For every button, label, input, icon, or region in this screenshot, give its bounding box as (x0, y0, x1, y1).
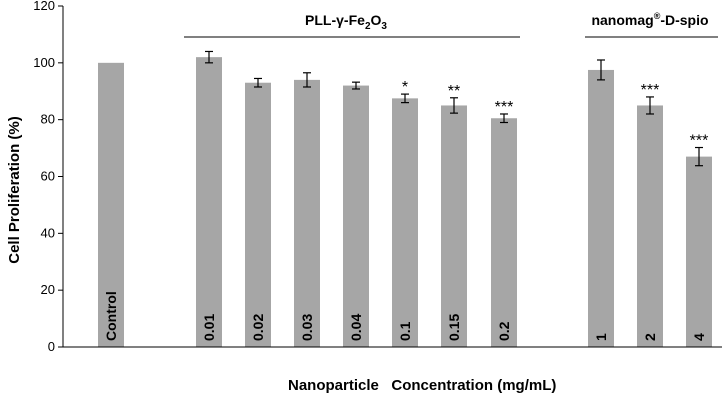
bar-labels: Control 0.01 0.02 0.03 0.04 0.1 0.15 0.2 1 2 4 (103, 291, 707, 341)
y-tick-label: 100 (33, 55, 55, 70)
bar-category-label: 0.04 (348, 314, 364, 341)
bar-category-label: 0.03 (299, 314, 315, 341)
y-tick-label: 20 (41, 282, 55, 297)
bar (196, 57, 222, 348)
y-tick-label: 40 (41, 225, 55, 240)
bar (98, 62, 124, 347)
significance-marker: * (402, 79, 408, 96)
group-brackets: PLL-γ-Fe2O3 nanomag®-D-spio (184, 11, 718, 38)
y-tick-label: 60 (41, 169, 55, 184)
bar-category-label: 2 (642, 333, 658, 341)
y-tick-label: 80 (41, 112, 55, 127)
significance-markers: * *********** (402, 79, 708, 149)
bar-category-label: 1 (593, 333, 609, 341)
bar-category-label: 0.15 (446, 314, 462, 341)
error-bars (205, 50, 703, 167)
bar-category-label: 0.02 (250, 314, 266, 341)
y-axis-title: Cell Proliferation (%) (6, 116, 23, 264)
bar (392, 98, 418, 348)
bar (637, 105, 663, 347)
y-tick-label: 120 (33, 0, 55, 13)
bar (588, 69, 614, 347)
x-axis-title: Nanoparticle Concentration (mg/mL) (288, 377, 556, 394)
bars (98, 57, 712, 348)
bar (343, 85, 369, 348)
significance-marker: ** (448, 83, 460, 100)
significance-marker: *** (641, 82, 660, 99)
bar (441, 105, 467, 347)
group-title-pll: PLL-γ-Fe2O3 (305, 12, 387, 32)
significance-marker: *** (495, 99, 514, 116)
bar (686, 156, 712, 347)
significance-marker: *** (690, 133, 709, 150)
bar-category-label: 0.1 (397, 321, 413, 341)
group-title-nanomag: nanomag®-D-spio (591, 11, 708, 28)
bar-category-label: 0.01 (201, 314, 217, 341)
bar-category-label: 0.2 (496, 321, 512, 341)
bar (491, 118, 517, 347)
bar (294, 79, 320, 347)
bar-category-label: 4 (691, 333, 707, 341)
bar-category-label: Control (103, 291, 119, 341)
y-tick-label: 0 (48, 339, 55, 354)
y-axis: 0 20 40 60 80 100 120 (33, 0, 64, 354)
bar (245, 82, 271, 347)
